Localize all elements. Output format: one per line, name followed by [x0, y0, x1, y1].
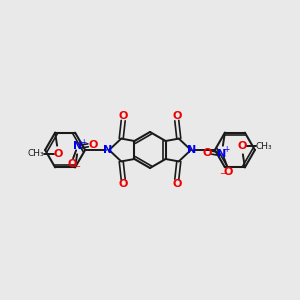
Text: +: + — [80, 138, 86, 147]
Text: N: N — [103, 145, 113, 155]
Text: −: − — [219, 169, 226, 178]
Text: O: O — [172, 111, 182, 121]
Text: O: O — [68, 159, 77, 169]
Text: O: O — [237, 141, 247, 151]
Text: N: N — [187, 145, 196, 155]
Text: O: O — [53, 149, 63, 159]
Text: −: − — [74, 162, 81, 171]
Text: O: O — [223, 167, 232, 177]
Text: O: O — [88, 140, 98, 150]
Text: O: O — [172, 179, 182, 189]
Text: CH₃: CH₃ — [256, 142, 272, 151]
Text: CH₃: CH₃ — [28, 149, 44, 158]
Text: O: O — [202, 148, 212, 158]
Text: O: O — [118, 111, 128, 121]
Text: +: + — [224, 145, 230, 154]
Text: N: N — [74, 141, 83, 151]
Text: N: N — [217, 149, 226, 159]
Text: O: O — [118, 179, 128, 189]
